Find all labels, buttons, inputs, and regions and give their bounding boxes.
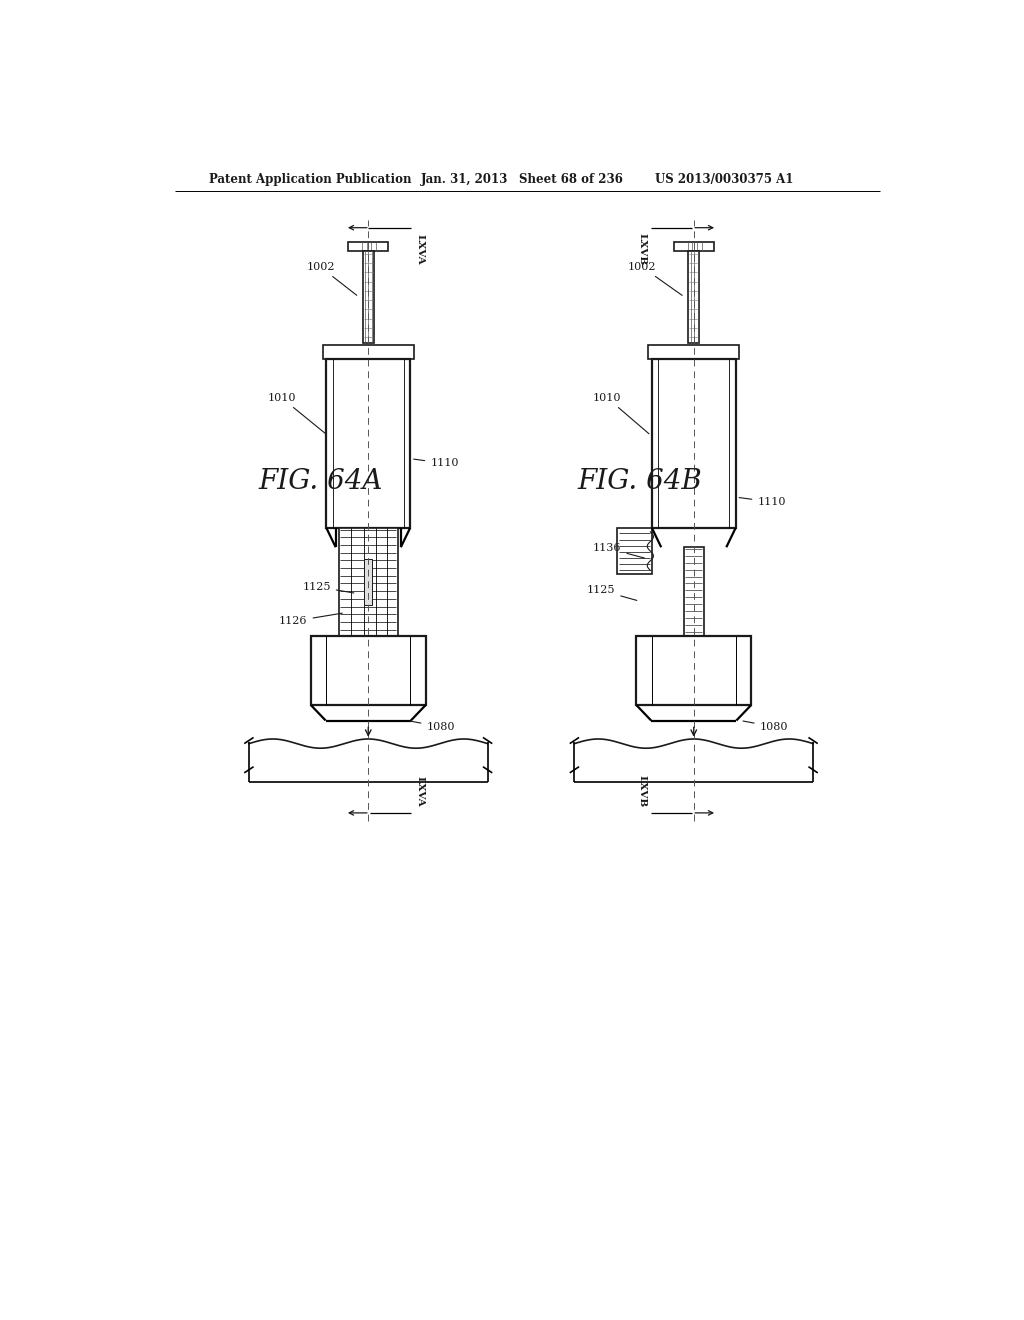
- Text: 1126: 1126: [280, 614, 342, 626]
- Bar: [674, 242, 714, 251]
- Bar: [652, 359, 735, 528]
- Text: LXVB: LXVB: [637, 775, 646, 808]
- Text: 1125: 1125: [302, 582, 354, 593]
- Bar: [362, 251, 374, 343]
- Bar: [311, 636, 426, 705]
- Text: 1002: 1002: [628, 263, 682, 296]
- Text: 1080: 1080: [410, 721, 455, 731]
- Text: 1110: 1110: [739, 496, 785, 507]
- Text: 1080: 1080: [743, 721, 788, 731]
- Bar: [365, 558, 372, 605]
- Bar: [617, 528, 652, 574]
- Bar: [323, 345, 414, 359]
- Text: LXVB: LXVB: [637, 234, 646, 265]
- Bar: [684, 548, 703, 636]
- Text: FIG. 64A: FIG. 64A: [258, 469, 383, 495]
- Bar: [648, 345, 739, 359]
- Text: LXVA: LXVA: [416, 776, 425, 807]
- Text: 1125: 1125: [587, 586, 637, 601]
- Text: 1002: 1002: [306, 263, 356, 296]
- Text: 1010: 1010: [593, 393, 649, 434]
- Bar: [339, 528, 397, 636]
- Bar: [688, 251, 699, 343]
- Text: 1010: 1010: [267, 393, 326, 434]
- Text: LXVA: LXVA: [416, 234, 425, 264]
- Text: 1110: 1110: [414, 458, 459, 469]
- Text: Patent Application Publication: Patent Application Publication: [209, 173, 412, 186]
- Text: 1136: 1136: [593, 543, 644, 558]
- Bar: [327, 359, 410, 528]
- Text: Jan. 31, 2013: Jan. 31, 2013: [421, 173, 508, 186]
- Text: US 2013/0030375 A1: US 2013/0030375 A1: [655, 173, 794, 186]
- Bar: [636, 636, 751, 705]
- Text: FIG. 64B: FIG. 64B: [578, 469, 702, 495]
- Bar: [348, 242, 388, 251]
- Text: Sheet 68 of 236: Sheet 68 of 236: [519, 173, 624, 186]
